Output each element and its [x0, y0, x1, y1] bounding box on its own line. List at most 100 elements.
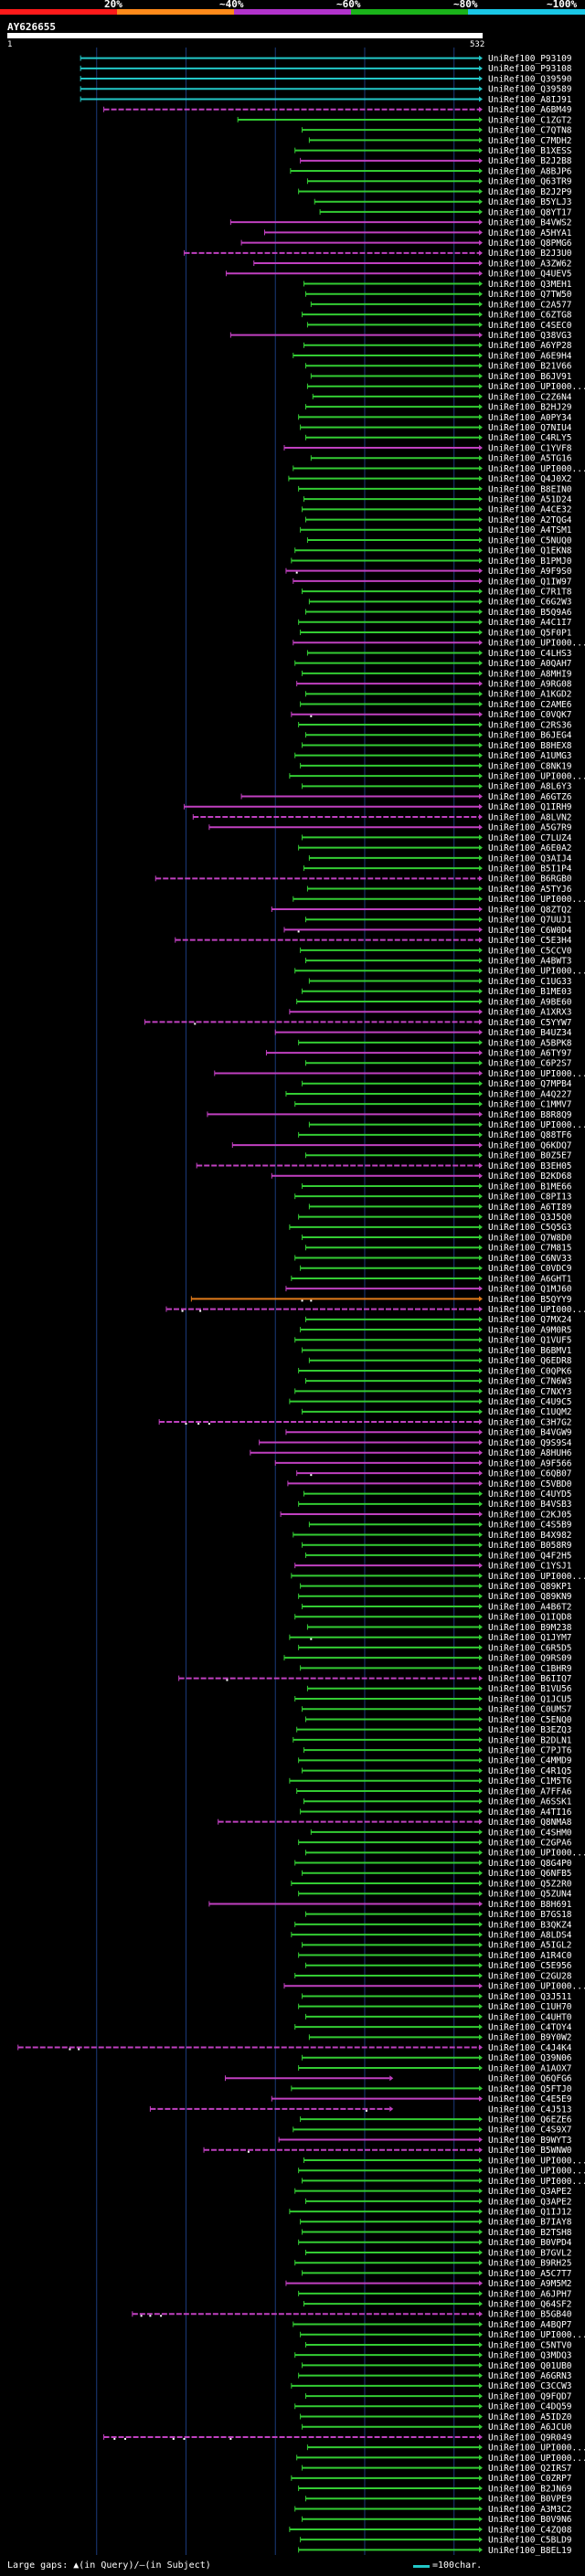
hit-end-arrow: [479, 557, 483, 564]
hit-label: UniRef100_Q7MPB4: [488, 1079, 572, 1089]
hit-label: UniRef100_B4X982: [488, 1531, 572, 1541]
hit-end-arrow: [479, 147, 483, 154]
hit-label: UniRef100_Q9R049: [488, 2433, 572, 2443]
hit-label: UniRef100_A5G7R9: [488, 823, 572, 833]
hit-label: UniRef100_C7PJT6: [488, 1746, 572, 1756]
hit-end-arrow: [479, 2034, 483, 2041]
hit-end-arrow: [479, 2290, 483, 2296]
hit-label: UniRef100_Q8NMA8: [488, 1818, 572, 1828]
hit-end-arrow: [479, 844, 483, 851]
hit-end-arrow: [479, 1316, 483, 1322]
hit-end-arrow: [479, 301, 483, 307]
hit-label: UniRef100_C6G2W3: [488, 598, 572, 608]
hit-label: UniRef100_Q6QFG6: [488, 2074, 572, 2084]
hit-label: UniRef100_A3M3C2: [488, 2505, 572, 2515]
hit-label: UniRef100_B5WNW0: [488, 2146, 572, 2156]
hit-label: UniRef100_UPI000...: [488, 1849, 585, 1859]
hit-end-arrow: [479, 1039, 483, 1045]
hit-end-arrow: [389, 2105, 394, 2112]
hit-end-arrow: [479, 2475, 483, 2481]
hit-end-arrow: [479, 1644, 483, 1650]
hit-end-arrow: [479, 711, 483, 717]
hit-end-arrow: [479, 229, 483, 236]
hit-label: UniRef100_B8H691: [488, 1900, 572, 1910]
legend-label-20: 20%: [104, 0, 122, 10]
hit-label: UniRef100_C0VQK7: [488, 710, 572, 720]
hit-end-arrow: [479, 1070, 483, 1076]
hit-end-arrow: [479, 485, 483, 492]
hit-label: UniRef100_B6JEG4: [488, 731, 572, 741]
legend-label-80: ~80%: [453, 0, 478, 10]
hit-end-arrow: [479, 1214, 483, 1220]
hit-label: UniRef100_B1PMJ0: [488, 557, 572, 567]
hit-label: UniRef100_B4UZ34: [488, 1028, 572, 1038]
hit-label: UniRef100_A5C7T7: [488, 2269, 572, 2279]
hit-end-arrow: [479, 2537, 483, 2543]
hit-end-arrow: [479, 2116, 483, 2123]
hit-end-arrow: [479, 506, 483, 513]
hit-end-arrow: [479, 219, 483, 226]
hit-label: UniRef100_A7FFA6: [488, 1786, 572, 1797]
hit-end-arrow: [479, 793, 483, 800]
gap-marker: [181, 1309, 184, 1312]
hit-end-arrow: [479, 1829, 483, 1835]
hit-end-arrow: [479, 2147, 483, 2153]
hit-end-arrow: [479, 2321, 483, 2327]
hit-end-arrow: [479, 1777, 483, 1784]
hit-label: UniRef100_Q4J0X2: [488, 474, 572, 484]
hit-end-arrow: [479, 249, 483, 256]
hit-label: UniRef100_A3ZW62: [488, 259, 572, 269]
hit-end-arrow: [479, 670, 483, 676]
hit-end-arrow: [479, 2362, 483, 2369]
hit-end-arrow: [479, 2444, 483, 2451]
hit-end-arrow: [479, 547, 483, 554]
hit-end-arrow: [479, 732, 483, 738]
hit-end-arrow: [479, 2547, 483, 2553]
hit-end-arrow: [479, 383, 483, 389]
hit-label: UniRef100_A6E0A2: [488, 843, 572, 853]
hit-label: UniRef100_B2J2B8: [488, 156, 572, 166]
hit-label: UniRef100_A5TYJ6: [488, 885, 572, 895]
hit-label: UniRef100_C5CCV0: [488, 946, 572, 956]
hit-label: UniRef100_A6TY97: [488, 1048, 572, 1058]
hit-end-arrow: [479, 1459, 483, 1466]
hit-end-arrow: [479, 1747, 483, 1754]
hit-label: UniRef100_Q39N06: [488, 2053, 572, 2063]
hit-label: UniRef100_C5E3H4: [488, 936, 572, 946]
hit-end-arrow: [479, 1009, 483, 1015]
scale-note: =100char.: [432, 2560, 483, 2571]
hit-end-arrow: [479, 1080, 483, 1087]
hit-label: UniRef100_A4TSM1: [488, 525, 572, 535]
hit-label: UniRef100_C4DQ59: [488, 2402, 572, 2412]
hit-label: UniRef100_UPI000...: [488, 639, 585, 649]
hit-label: UniRef100_C4R1Q5: [488, 1766, 572, 1776]
hit-end-arrow: [479, 1921, 483, 1927]
hit-label: UniRef100_C6R5D5: [488, 1643, 572, 1653]
gap-marker: [310, 715, 313, 717]
hit-end-arrow: [479, 1736, 483, 1743]
hit-end-arrow: [479, 1050, 483, 1056]
hit-end-arrow: [479, 1121, 483, 1128]
gap-marker: [183, 2437, 186, 2440]
hit-label: UniRef100_Q1MJ60: [488, 1285, 572, 1295]
hit-label: UniRef100_Q1JYM7: [488, 1633, 572, 1643]
hit-label: UniRef100_C4UHT0: [488, 2012, 572, 2022]
hit-end-arrow: [479, 1235, 483, 1241]
hit-label: UniRef100_A4BQP7: [488, 2320, 572, 2330]
hit-label: UniRef100_A9RG08: [488, 680, 572, 690]
hit-label: UniRef100_C1YVF8: [488, 443, 572, 453]
hit-label: UniRef100_C4E5E9: [488, 2094, 572, 2104]
hit-end-arrow: [479, 998, 483, 1004]
hit-label: UniRef100_Q01UB0: [488, 2361, 572, 2371]
hit-end-arrow: [479, 157, 483, 164]
hit-end-arrow: [479, 373, 483, 379]
hit-end-arrow: [479, 1532, 483, 1538]
hit-label: UniRef100_A9F9S0: [488, 567, 572, 577]
hit-label: UniRef100_UPI000...: [488, 2167, 585, 2177]
hit-end-arrow: [479, 1706, 483, 1712]
hit-end-arrow: [479, 681, 483, 687]
hit-label: UniRef100_UPI000...: [488, 895, 585, 905]
gap-marker: [297, 930, 300, 933]
hit-end-arrow: [479, 1172, 483, 1179]
hit-label: UniRef100_B6JV91: [488, 372, 572, 382]
